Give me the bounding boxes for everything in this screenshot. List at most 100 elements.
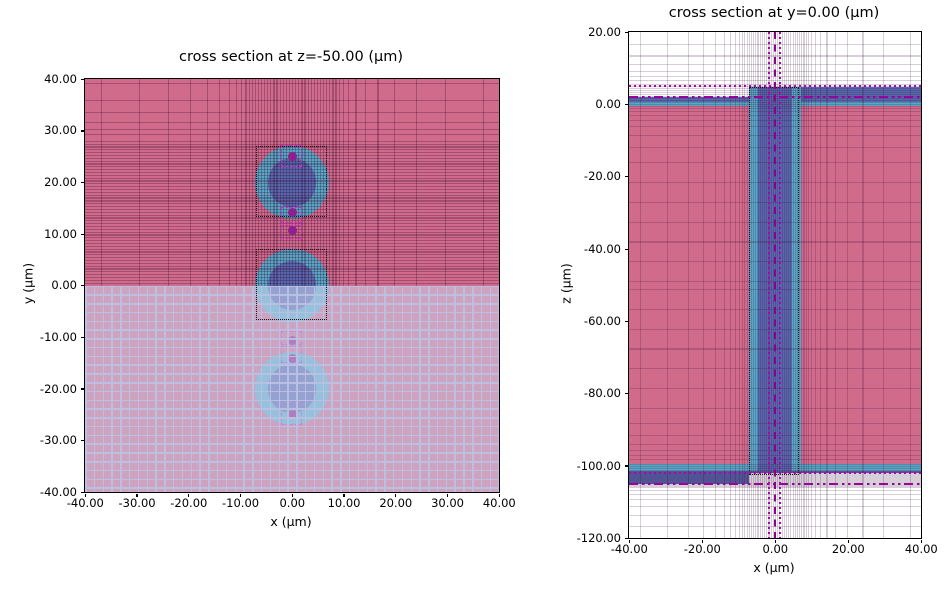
hatch-line <box>313 285 316 492</box>
hatch-line <box>348 285 351 492</box>
mesh-line <box>85 174 499 176</box>
y-tick-label: 0.00 <box>595 97 621 112</box>
tick-mark <box>847 539 849 544</box>
hatch-line <box>85 311 499 314</box>
hatch-line <box>190 285 193 492</box>
mesh-line <box>85 245 499 247</box>
hatch-line <box>85 303 499 305</box>
mesh-line <box>338 79 340 286</box>
y-tick-label: 40.00 <box>44 71 77 86</box>
tick-mark <box>624 248 628 250</box>
mesh-line <box>746 32 748 538</box>
mesh-line <box>444 79 447 286</box>
mesh-line <box>323 79 325 286</box>
tick-mark <box>80 78 84 80</box>
mesh-line <box>85 112 499 114</box>
mesh-line <box>819 32 821 538</box>
mesh-line <box>796 32 798 538</box>
mesh-line <box>882 32 884 538</box>
mesh-line <box>85 203 499 205</box>
mesh-line <box>85 160 499 162</box>
tick-mark <box>80 440 84 442</box>
hatch-line <box>85 355 499 358</box>
mesh-line <box>781 32 783 538</box>
tick-mark <box>80 181 84 184</box>
hatch-line <box>85 338 499 340</box>
hatch-line <box>472 285 474 492</box>
tick-mark <box>343 493 345 498</box>
mesh-line <box>826 32 828 538</box>
x-tick-label: 30.00 <box>431 496 465 510</box>
mesh-line <box>219 79 221 286</box>
hatch-line <box>85 443 499 445</box>
mesh-line <box>276 79 278 286</box>
mesh-line <box>85 240 499 242</box>
mesh-line <box>770 32 772 538</box>
mesh-line <box>85 220 499 222</box>
mesh-line <box>764 32 766 538</box>
mesh-line <box>285 79 287 286</box>
mesh-line <box>415 79 418 286</box>
mesh-line <box>85 223 499 225</box>
mesh-line <box>228 79 230 286</box>
mesh-line <box>85 169 499 171</box>
hatch-line <box>392 285 395 492</box>
tick-mark <box>80 233 84 235</box>
mesh-line <box>264 79 266 286</box>
mesh-line <box>766 32 768 538</box>
tick-mark <box>188 493 190 498</box>
y-tick-label: 10.00 <box>44 226 77 241</box>
monitor-line-dashed <box>773 32 777 538</box>
monitor-rect <box>280 145 303 168</box>
tick-mark <box>624 31 628 33</box>
mesh-line <box>85 191 499 193</box>
tick-mark <box>80 491 84 493</box>
x-tick-label: -30.00 <box>118 496 156 510</box>
hatch-region-lower <box>85 285 499 492</box>
y-tick-label: -20.00 <box>583 169 621 184</box>
hatch-line <box>304 285 307 492</box>
hatch-line <box>85 390 499 393</box>
mesh-line <box>85 200 499 202</box>
mesh-line <box>753 32 755 538</box>
x-tick-label: -20.00 <box>683 542 721 556</box>
hatch-line <box>85 478 499 481</box>
mesh-line <box>667 32 669 538</box>
mesh-line <box>189 79 192 286</box>
mesh-line <box>814 32 816 538</box>
x-tick-label: -20.00 <box>170 496 208 510</box>
hatch-line <box>260 285 263 492</box>
mesh-line <box>85 128 499 130</box>
hatch-line <box>85 294 499 296</box>
hatch-line <box>463 285 465 492</box>
hatch-line <box>445 285 448 492</box>
mesh-region-upper <box>85 79 499 286</box>
mesh-line <box>772 32 774 538</box>
tick-mark <box>80 285 84 287</box>
mesh-line <box>85 282 499 284</box>
mesh-line <box>313 79 315 286</box>
tick-mark <box>624 393 628 395</box>
mesh-line <box>714 32 716 538</box>
mesh-line <box>251 79 253 286</box>
mesh-line <box>168 79 170 286</box>
hatch-line <box>85 382 499 384</box>
mesh-line <box>257 79 260 286</box>
x-tick-label: 20.00 <box>831 542 865 556</box>
mesh-line <box>846 32 849 538</box>
mesh-line <box>761 32 763 538</box>
tick-mark <box>498 493 500 498</box>
left-plot-area <box>84 78 500 493</box>
mesh-line <box>85 197 499 199</box>
hatch-line <box>480 285 483 492</box>
right-y-axis-label: z (μm) <box>558 263 574 304</box>
mesh-line <box>85 237 499 239</box>
hatch-line <box>155 285 157 492</box>
mesh-line <box>85 254 499 256</box>
mesh-line <box>739 32 741 538</box>
mesh-line <box>279 79 281 286</box>
mesh-line <box>85 177 499 179</box>
mesh-line <box>805 32 807 538</box>
mesh-line <box>310 79 312 286</box>
mesh-line <box>139 79 141 286</box>
